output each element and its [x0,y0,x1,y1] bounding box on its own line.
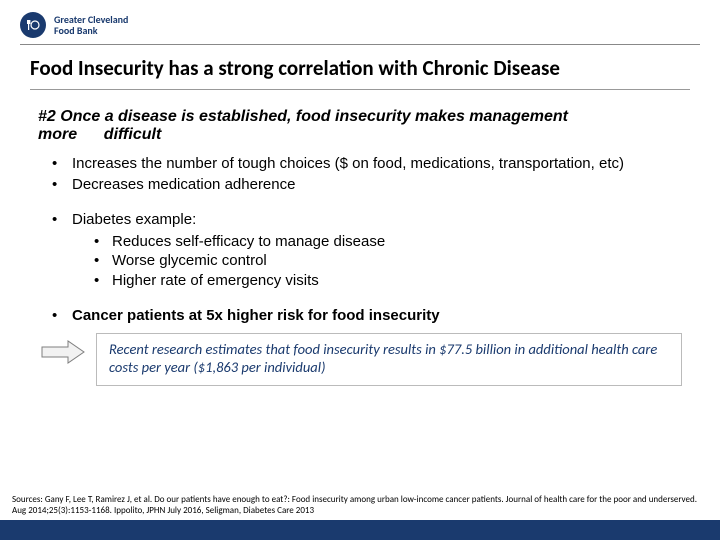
bullet-list: Cancer patients at 5x higher risk for fo… [0,306,720,325]
bullet-list: Diabetes example: Reduces self-efficacy … [0,210,720,290]
header: Greater Cleveland Food Bank [0,0,720,42]
logo-text: Greater Cleveland Food Bank [54,14,128,36]
arrow-right-icon [40,339,86,365]
title-underline [30,89,690,90]
bullet-item: Diabetes example: Reduces self-efficacy … [48,210,682,290]
callout-box: Recent research estimates that food inse… [96,333,682,385]
bullet-item: Decreases medication adherence [48,175,682,194]
bullet-list: Increases the number of tough choices ($… [0,154,720,194]
bullet-item: Increases the number of tough choices ($… [48,154,682,173]
subheading: #2 Once a disease is established, food i… [0,108,720,154]
sub-bullet-item: Reduces self-efficacy to manage disease [90,232,682,252]
bullet-item: Cancer patients at 5x higher risk for fo… [48,306,682,325]
sources-footnote: Sources: Gany F, Lee T, Ramirez J, et al… [12,495,708,516]
callout-row: Recent research estimates that food inse… [0,327,720,385]
fork-plate-icon [20,12,46,38]
sub-bullet-item: Worse glycemic control [90,251,682,271]
logo-line2: Food Bank [54,25,128,36]
bullet-text-bold: Cancer patients at 5x higher risk for fo… [72,307,440,324]
header-divider [20,44,700,45]
bullet-text: Diabetes example: [72,211,196,228]
sub-bullet-list: Reduces self-efficacy to manage disease … [72,232,682,291]
bottom-bar [0,520,720,540]
sub-bullet-item: Higher rate of emergency visits [90,271,682,291]
page-title: Food Insecurity has a strong correlation… [0,51,720,89]
